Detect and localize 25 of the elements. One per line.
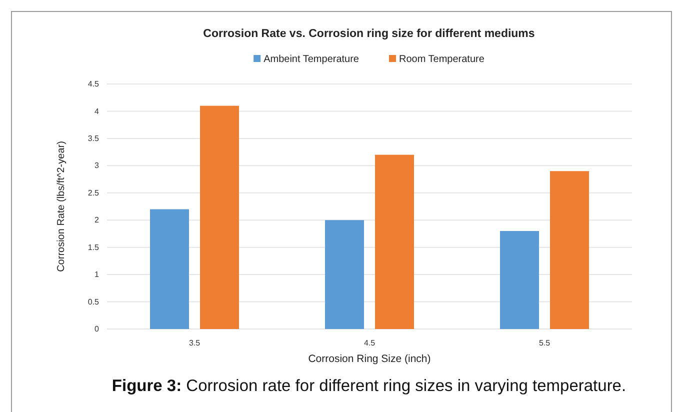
bar	[325, 220, 364, 329]
bar	[200, 106, 239, 329]
legend-label: Room Temperature	[399, 54, 485, 65]
y-tick-label: 3.5	[88, 134, 100, 144]
y-tick-label: 1.5	[88, 242, 100, 252]
y-tick-label: 0	[94, 324, 100, 334]
bar	[150, 209, 189, 329]
y-tick-label: 2	[94, 216, 100, 225]
x-tick-label: 5.5	[538, 338, 551, 348]
caption: Figure 3: Corrosion rate for different ring sizes in varying temperature.	[112, 377, 626, 395]
y-tick-label: 0.5	[88, 297, 100, 306]
x-tick-label: 4.5	[364, 338, 376, 348]
chart-title: Corrosion Rate vs. Corrosion ring size for different mediums	[203, 28, 535, 40]
x-tick-label: 3.5	[188, 338, 201, 348]
bar	[375, 154, 414, 329]
x-axis-title: Corrosion Ring Size (inch)	[308, 353, 431, 365]
bar	[500, 231, 539, 329]
y-axis-title: Corrosion Rate (lbs/ft^2-year)	[56, 141, 67, 272]
y-tick-label: 4.5	[88, 80, 100, 89]
legend-label: Ambeint Temperature	[264, 54, 360, 65]
y-tick-label: 1	[94, 270, 100, 280]
y-tick-label: 2.5	[88, 188, 100, 198]
y-tick-label: 4	[94, 106, 100, 116]
bar	[550, 171, 589, 329]
y-tick-label: 3	[94, 161, 100, 170]
